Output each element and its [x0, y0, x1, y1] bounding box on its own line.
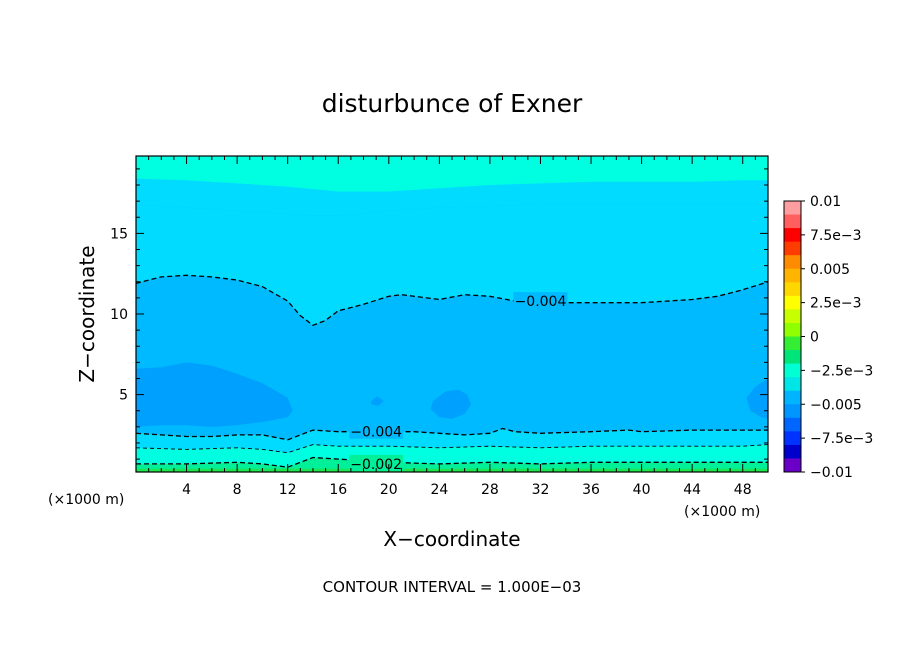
colorbar-cell: [784, 241, 801, 256]
x-tick-label: 24: [430, 482, 448, 498]
x-tick-label: 8: [233, 482, 242, 498]
y-axis-label: Z−coordinate: [75, 245, 99, 382]
contour-label-bg: [349, 422, 404, 439]
x-unit-left: (×1000 m): [48, 492, 124, 508]
x-tick-label: 44: [683, 482, 701, 498]
fill-region-minimum: [136, 362, 293, 427]
colorbar-cell: [784, 336, 801, 351]
fill-region-minimum: [371, 396, 384, 406]
colorbar-cell: [784, 363, 801, 378]
x-tick-label: 40: [633, 482, 651, 498]
x-axis-label: X−coordinate: [383, 527, 520, 551]
x-tick-label: 16: [329, 482, 347, 498]
colorbar-cell: [784, 228, 801, 243]
colorbar-cell: [784, 255, 801, 270]
contour-fills: [136, 156, 768, 472]
colorbar-label: −0.005: [810, 397, 862, 413]
colorbar: 0.01 7.5e−3 0.005 2.5e−3 0 −2.5e−3 −0.005 −7.5e…: [783, 194, 873, 481]
colorbar-cell: [784, 282, 801, 297]
contour-line: [136, 444, 768, 454]
fill-region-minimum: [746, 378, 768, 419]
contour-lines: [136, 274, 768, 468]
fill-region-minimum: [430, 389, 471, 419]
colorbar-cell: [784, 295, 801, 310]
colorbar-cell: [784, 404, 801, 419]
x-axis-ticks: 4 8 12 16 20 24 28 32 36 40 44 48: [148, 156, 756, 498]
colorbar-cell: [784, 201, 801, 215]
chart-title: disturbunce of Exner: [322, 89, 583, 118]
colorbar-cell: [784, 431, 801, 446]
contour-line: [136, 456, 768, 468]
y-axis-ticks: 5 10 15: [110, 168, 768, 460]
colorbar-cell: [784, 458, 801, 473]
colorbar-cell: [784, 417, 801, 432]
fill-region-lower: [136, 457, 768, 472]
colorbar-cell: [784, 377, 801, 392]
colorbar-cell: [784, 214, 801, 229]
plot-area: [136, 156, 768, 472]
colorbar-cell: [784, 268, 801, 283]
x-tick-label: 20: [380, 482, 398, 498]
x-unit-right: (×1000 m): [684, 504, 760, 520]
colorbar-label: 7.5e−3: [810, 228, 862, 244]
contour-labels: −0.004−0.004−0.002: [349, 292, 568, 473]
fill-region-mid-upper: [136, 204, 768, 326]
colorbar-cell: [784, 309, 801, 324]
y-tick-label: 15: [110, 226, 128, 242]
contour-label: −0.004: [350, 425, 402, 441]
y-tick-label: 10: [110, 307, 128, 323]
colorbar-label: −2.5e−3: [810, 363, 873, 379]
x-tick-label: 28: [481, 482, 499, 498]
colorbar-cell: [784, 350, 801, 364]
colorbar-label: −0.01: [810, 465, 853, 481]
colorbar-label: 0.01: [810, 194, 841, 210]
colorbar-label: 2.5e−3: [810, 296, 862, 312]
contour-label: −0.004: [515, 294, 567, 310]
contour-interval: CONTOUR INTERVAL = 1.000E−03: [323, 578, 582, 596]
colorbar-label: 0.005: [810, 262, 850, 278]
fill-region-upper-top: [136, 156, 768, 192]
contour-label-bg: [513, 292, 568, 309]
colorbar-cell: [784, 322, 801, 337]
x-tick-label: 4: [182, 482, 191, 498]
x-tick-label: 36: [582, 482, 600, 498]
contour-line: [136, 427, 768, 441]
colorbar-label: 0: [810, 330, 819, 346]
contour-line: [136, 274, 768, 327]
x-tick-label: 32: [532, 482, 550, 498]
y-tick-label: 5: [119, 388, 128, 404]
x-tick-label: 12: [279, 482, 297, 498]
colorbar-cell: [784, 390, 801, 405]
colorbar-cell: [784, 444, 801, 459]
contour-label-bg: [349, 454, 404, 471]
x-tick-label: 48: [734, 482, 752, 498]
colorbar-label: −7.5e−3: [810, 431, 873, 447]
